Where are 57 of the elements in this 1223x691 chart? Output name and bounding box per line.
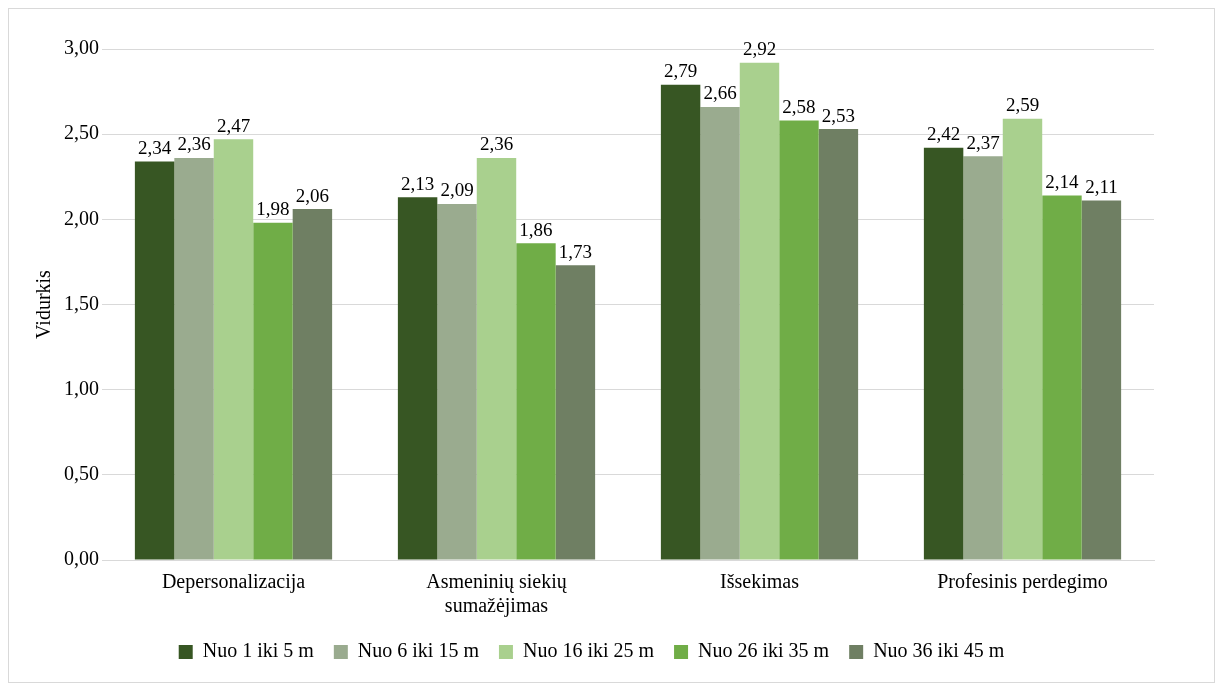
data-label: 2,13 — [400, 172, 435, 194]
data-label: 2,92 — [742, 38, 777, 60]
data-label: 2,59 — [1005, 94, 1040, 116]
x-tick-label: Depersonalizacija — [161, 570, 306, 594]
y-tick-label: 0,50 — [64, 462, 99, 485]
bar — [818, 129, 859, 560]
bar — [555, 265, 596, 560]
legend-label: Nuo 1 iki 5 m — [202, 639, 315, 662]
data-label: 2,79 — [663, 60, 698, 82]
x-tick-label: Asmeninių siekių sumažėjimas — [426, 570, 568, 618]
bar — [1002, 118, 1043, 560]
bar — [660, 84, 701, 560]
bar — [1081, 200, 1122, 560]
data-label: 2,42 — [926, 123, 961, 145]
legend-label: Nuo 16 iki 25 m — [522, 639, 655, 662]
y-axis-title: Vidurkis — [32, 269, 55, 339]
y-tick-label: 2,00 — [64, 206, 99, 229]
data-label: 2,11 — [1085, 176, 1118, 198]
bar — [213, 139, 254, 560]
bar — [1042, 195, 1082, 560]
data-label: 2,58 — [782, 96, 816, 118]
data-label: 2,66 — [703, 82, 737, 104]
y-tick-label: 1,00 — [64, 376, 99, 399]
bar — [397, 197, 438, 560]
bar — [292, 209, 333, 560]
data-label: 2,06 — [295, 184, 330, 206]
y-tick-label: 3,00 — [64, 36, 99, 59]
data-label: 2,37 — [966, 131, 1000, 153]
x-tick-label: Išsekimas — [720, 570, 800, 593]
data-label: 2,09 — [440, 179, 474, 201]
legend-label: Nuo 6 iki 15 m — [357, 639, 480, 662]
data-label: 2,53 — [821, 104, 856, 126]
data-label: 2,34 — [137, 136, 172, 158]
bar — [476, 158, 517, 560]
data-label: 1,73 — [558, 240, 593, 262]
bar — [779, 120, 819, 560]
x-tick-label: Profesinis perdegimo — [937, 570, 1108, 594]
y-tick-label: 2,50 — [64, 121, 99, 144]
y-tick-label: 0,00 — [64, 547, 99, 570]
data-label: 2,36 — [479, 133, 514, 155]
data-label: 2,36 — [177, 133, 211, 155]
bar — [739, 62, 780, 560]
data-label: 1,86 — [519, 218, 553, 240]
data-label: 1,98 — [256, 198, 290, 220]
data-label: 2,14 — [1045, 170, 1080, 192]
bar — [437, 204, 477, 560]
bar — [963, 156, 1003, 560]
bar — [174, 158, 214, 560]
data-label: 2,47 — [216, 114, 251, 136]
bar — [516, 243, 556, 560]
bar — [134, 161, 175, 560]
bar — [923, 147, 964, 560]
bar — [253, 222, 293, 560]
legend-label: Nuo 26 iki 35 m — [698, 639, 830, 662]
y-tick-label: 1,50 — [64, 291, 99, 314]
bar — [700, 106, 740, 560]
legend-label: Nuo 36 iki 45 m — [873, 639, 1005, 662]
